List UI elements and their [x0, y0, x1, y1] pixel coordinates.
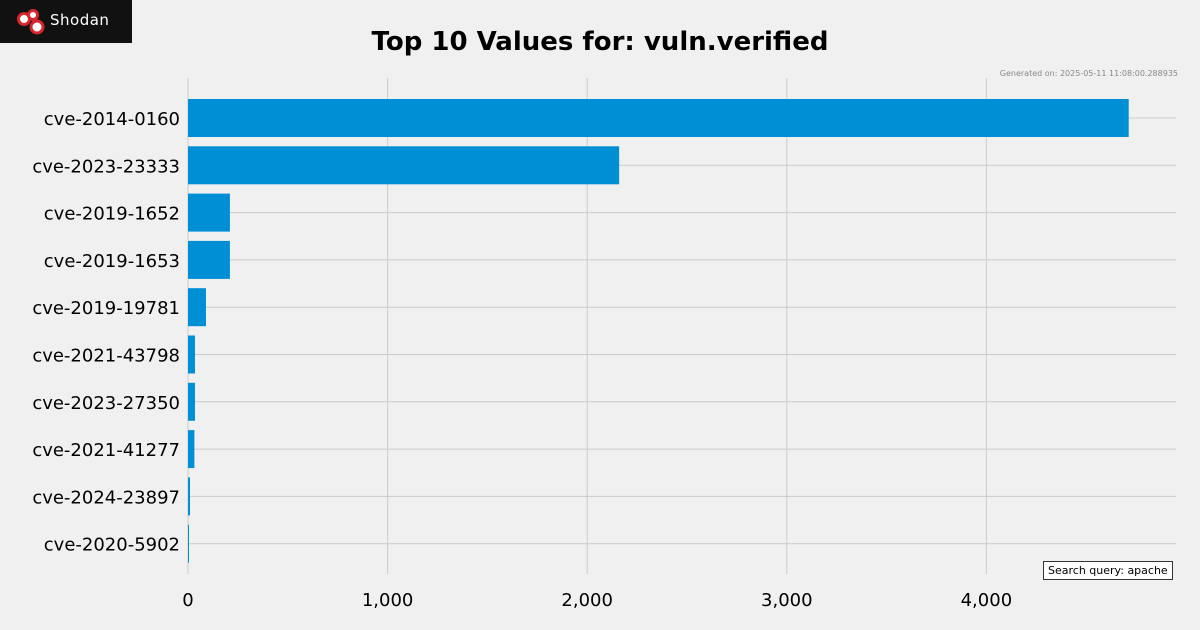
y-tick-label: cve-2024-23897: [32, 487, 180, 508]
bar: [188, 477, 190, 516]
bar: [188, 382, 195, 421]
bar: [188, 288, 206, 327]
x-tick-label: 2,000: [561, 590, 613, 611]
bar: [188, 524, 189, 563]
x-tick-label: 0: [182, 590, 193, 611]
bar: [188, 193, 230, 232]
bar: [188, 335, 195, 374]
shodan-logo-icon: [17, 9, 45, 35]
y-tick-label: cve-2023-23333: [32, 156, 180, 177]
logo-text: Shodan: [50, 11, 110, 29]
x-tick-label: 4,000: [961, 590, 1013, 611]
y-tick-label: cve-2023-27350: [32, 393, 180, 414]
x-tick-label: 1,000: [362, 590, 414, 611]
y-tick-label: cve-2021-43798: [32, 346, 180, 367]
shodan-logo: Shodan: [0, 0, 132, 43]
y-tick-label: cve-2019-19781: [32, 298, 180, 319]
y-tick-label: cve-2019-1653: [44, 251, 180, 272]
y-tick-label: cve-2014-0160: [44, 109, 180, 130]
y-tick-label: cve-2019-1652: [44, 204, 180, 225]
y-tick-label: cve-2021-41277: [32, 440, 180, 461]
y-tick-label: cve-2020-5902: [44, 535, 180, 556]
generated-timestamp: Generated on: 2025-05-11 11:08:00.288935: [999, 69, 1178, 78]
bar: [188, 146, 620, 185]
search-query-label: Search query: apache: [1043, 561, 1173, 580]
bar: [188, 240, 230, 279]
bar: [188, 430, 195, 469]
x-tick-label: 3,000: [761, 590, 813, 611]
bar: [188, 99, 1129, 137]
chart-title: Top 10 Values for: vuln.verified: [371, 27, 829, 57]
